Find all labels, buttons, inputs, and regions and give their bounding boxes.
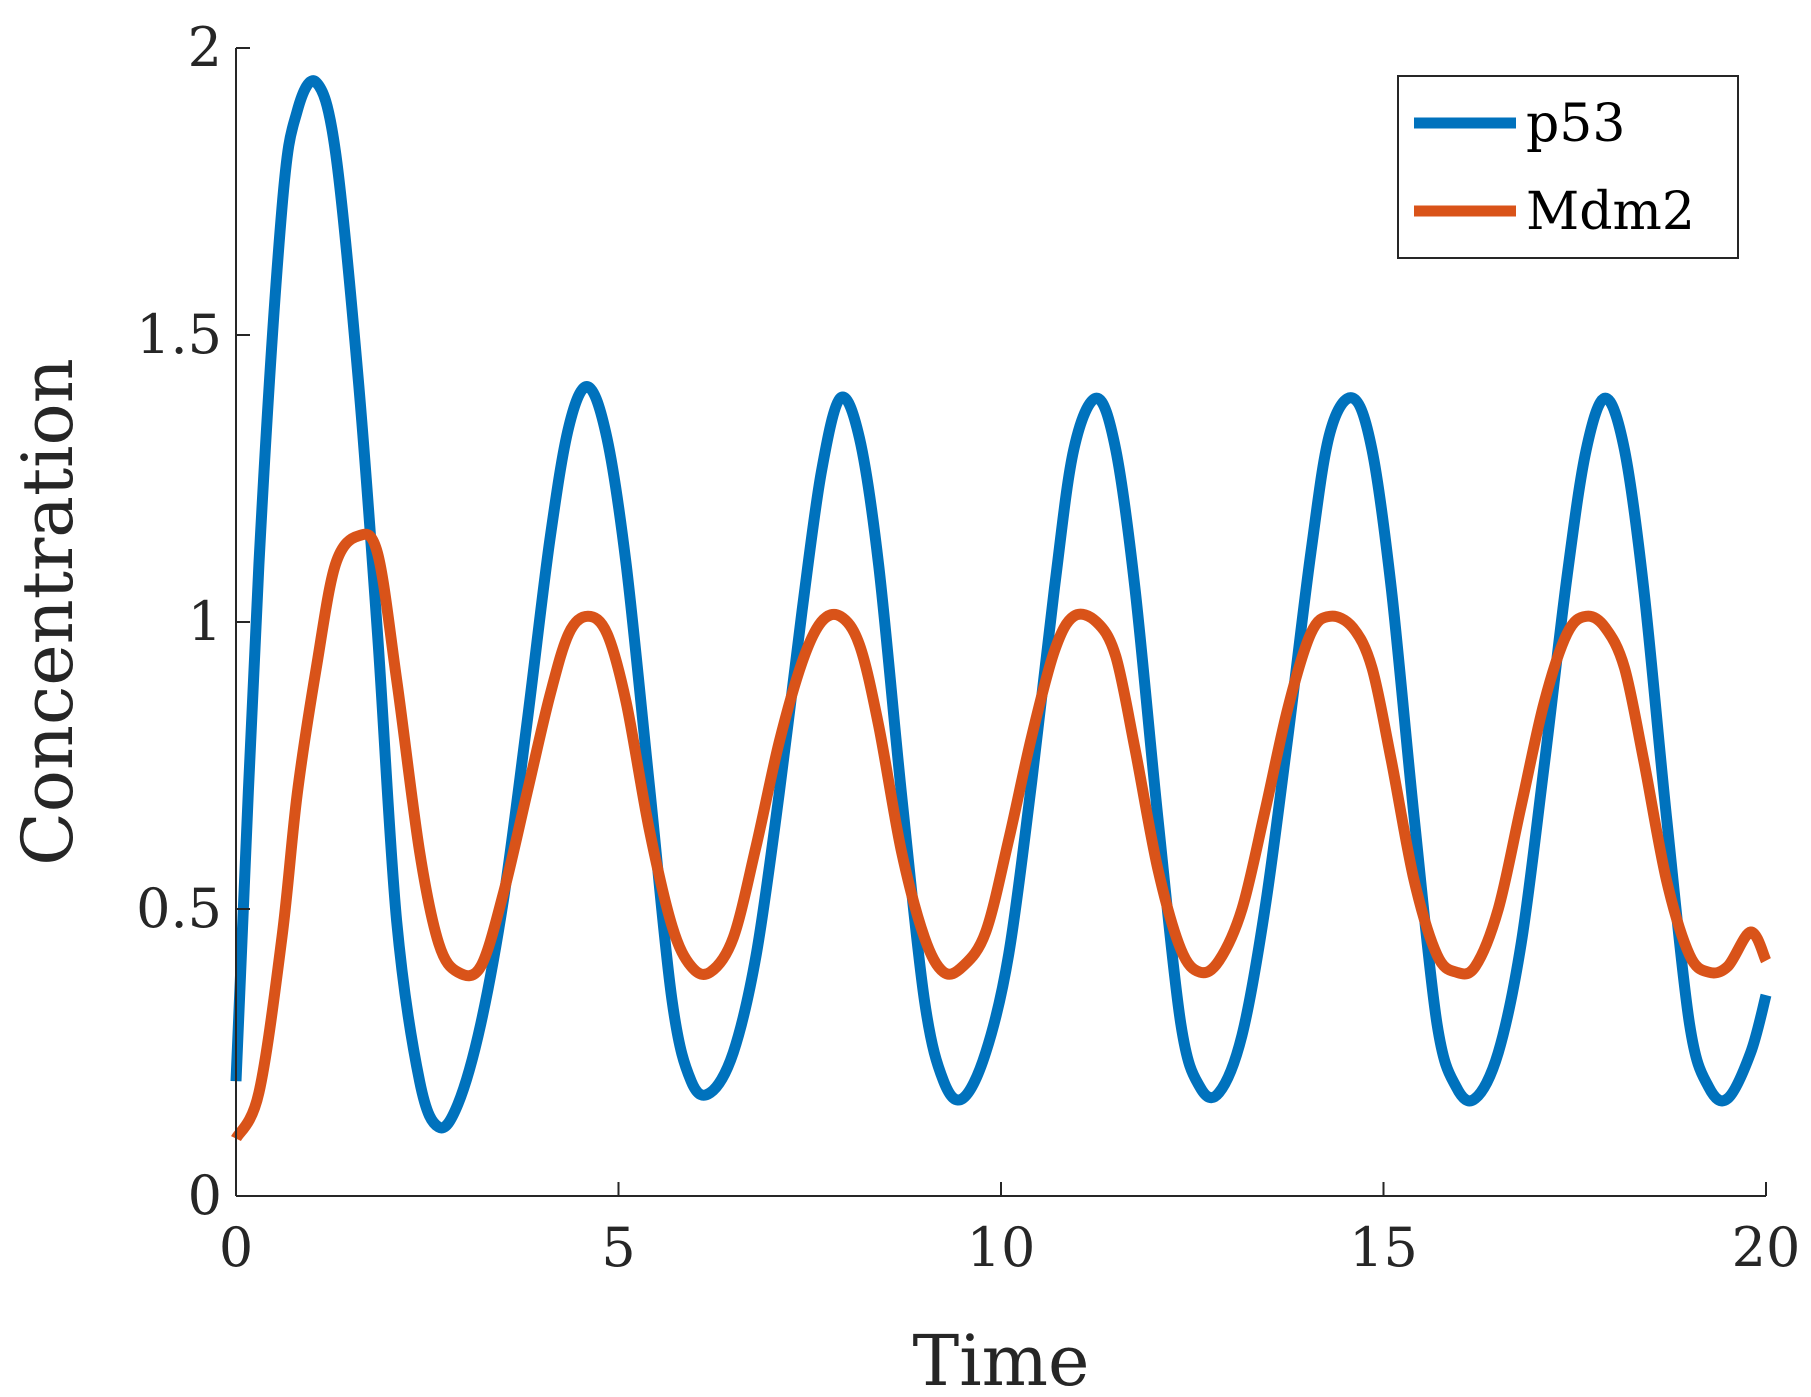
series-line-mdm2 — [231, 528, 1772, 1142]
y-tick-label: 1 — [188, 590, 222, 653]
legend-label-mdm2: Mdm2 — [1526, 182, 1695, 242]
legend-box — [1397, 75, 1739, 259]
legend: p53 Mdm2 — [1397, 75, 1739, 259]
x-tick-label: 5 — [601, 1216, 635, 1279]
x-tick-label: 0 — [219, 1216, 253, 1279]
ticks-layer: 0 5 10 15 20 0 0.5 1 1.5 2 — [136, 16, 1800, 1279]
y-tick-label: 0.5 — [136, 877, 222, 940]
y-axis-title: Concentration — [7, 358, 89, 866]
x-tick-label: 15 — [1349, 1216, 1418, 1279]
x-tick-label: 10 — [967, 1216, 1036, 1279]
y-tick-label: 2 — [188, 16, 222, 79]
y-tick-label: 1.5 — [136, 303, 222, 366]
x-axis-title: Time — [913, 1320, 1090, 1397]
x-tick-label: 20 — [1732, 1216, 1801, 1279]
series-layer — [230, 75, 1772, 1142]
legend-label-p53: p53 — [1526, 94, 1625, 154]
y-tick-label: 0 — [188, 1164, 222, 1227]
series-line-p53 — [230, 75, 1772, 1134]
